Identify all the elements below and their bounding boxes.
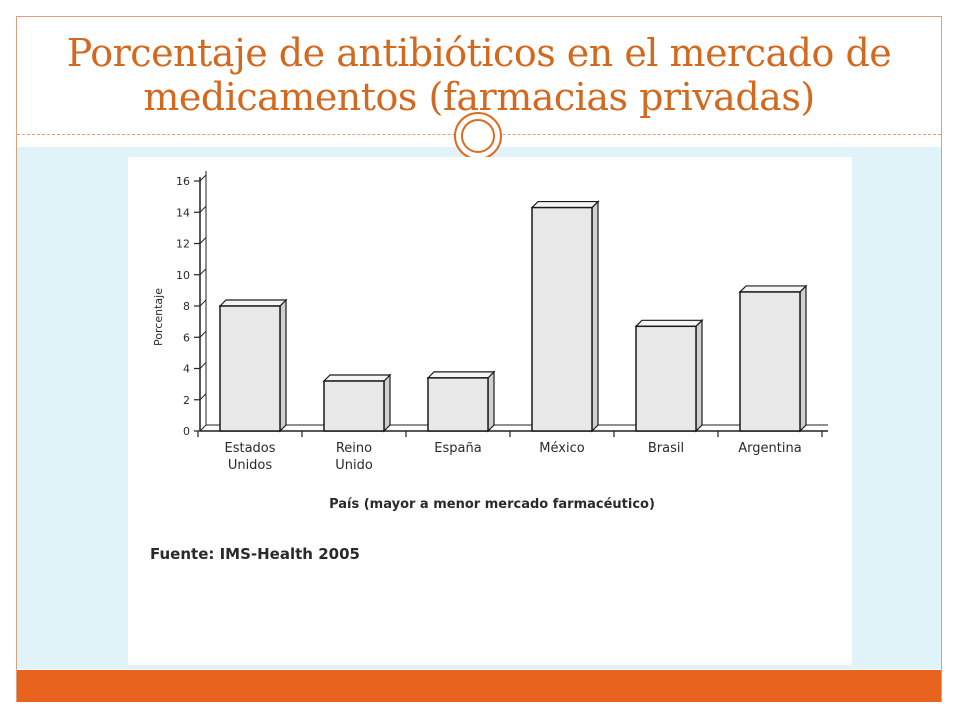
bar — [530, 200, 600, 433]
footer-bar — [17, 670, 941, 702]
bar-top — [322, 374, 392, 382]
y-tick-label: 4 — [183, 363, 190, 376]
x-tick-label: Reino — [336, 441, 372, 456]
x-tick-label: Unido — [335, 458, 373, 473]
x-tick-label: Argentina — [738, 441, 801, 456]
bar-front — [219, 305, 281, 432]
y-tick-label: 2 — [183, 394, 190, 407]
bar-side — [799, 284, 807, 433]
bar-front — [739, 291, 801, 432]
y-tick-depth — [199, 237, 207, 244]
x-axis-label: País (mayor a menor mercado farmacéutico… — [329, 497, 655, 512]
x-tick-label: Brasil — [648, 441, 684, 456]
slide-title: Porcentaje de antibióticos en el mercado… — [66, 31, 892, 119]
bar-front — [427, 377, 489, 432]
bar-side — [487, 370, 495, 433]
x-tick-label: México — [539, 441, 584, 456]
y-tick-depth — [199, 299, 207, 307]
y-tick-depth — [199, 362, 207, 369]
y-tick-depth — [199, 174, 207, 182]
y-tick-label: 14 — [176, 206, 190, 219]
bar — [218, 298, 288, 433]
bar-side — [695, 318, 703, 433]
y-tick-label: 6 — [183, 331, 190, 344]
source-note: Fuente: IMS-Health 2005 — [150, 545, 360, 563]
bar-top — [426, 371, 496, 379]
bar-top — [218, 299, 288, 307]
bar-front — [531, 206, 593, 432]
y-tick-label: 12 — [176, 238, 190, 251]
x-tick-label: España — [434, 441, 481, 456]
y-tick-depth — [199, 424, 207, 432]
y-tick-depth — [199, 330, 207, 338]
y-tick-label: 10 — [176, 269, 190, 282]
bar — [634, 318, 704, 433]
y-tick-label: 16 — [176, 175, 190, 188]
bar-side — [591, 200, 599, 433]
x-tick-label: Unidos — [228, 458, 273, 473]
x-tick-label: Estados — [224, 441, 275, 456]
y-tick-depth — [199, 205, 207, 213]
y-tick-label: 0 — [183, 425, 190, 438]
bar-chart: 0 2 4 6 8 10 12 14 16 Estados Unidos Reino Unido Espa… — [150, 171, 828, 563]
chart-bars — [218, 200, 808, 433]
bar — [738, 284, 808, 433]
chart-panel: 0 2 4 6 8 10 12 14 16 Estados Unidos Reino Unido Espa… — [128, 157, 852, 665]
chart-axes — [194, 171, 828, 437]
bar-top — [738, 285, 808, 293]
bar-front — [635, 325, 697, 432]
y-tick-depth — [199, 268, 207, 276]
bar — [322, 373, 392, 433]
y-axis-label: Porcentaje — [152, 288, 165, 346]
bar-front — [323, 380, 385, 432]
bar-top — [634, 319, 704, 327]
bar-side — [383, 373, 391, 433]
bar — [426, 370, 496, 433]
y-tick-depth — [199, 393, 207, 401]
bar-top — [530, 200, 600, 209]
bar-side — [279, 298, 287, 433]
chart-labels: 0 2 4 6 8 10 12 14 16 Estados Unidos Reino Unido Espa… — [176, 175, 802, 473]
y-tick-label: 8 — [183, 300, 190, 313]
circle-ornament-icon — [454, 112, 502, 160]
